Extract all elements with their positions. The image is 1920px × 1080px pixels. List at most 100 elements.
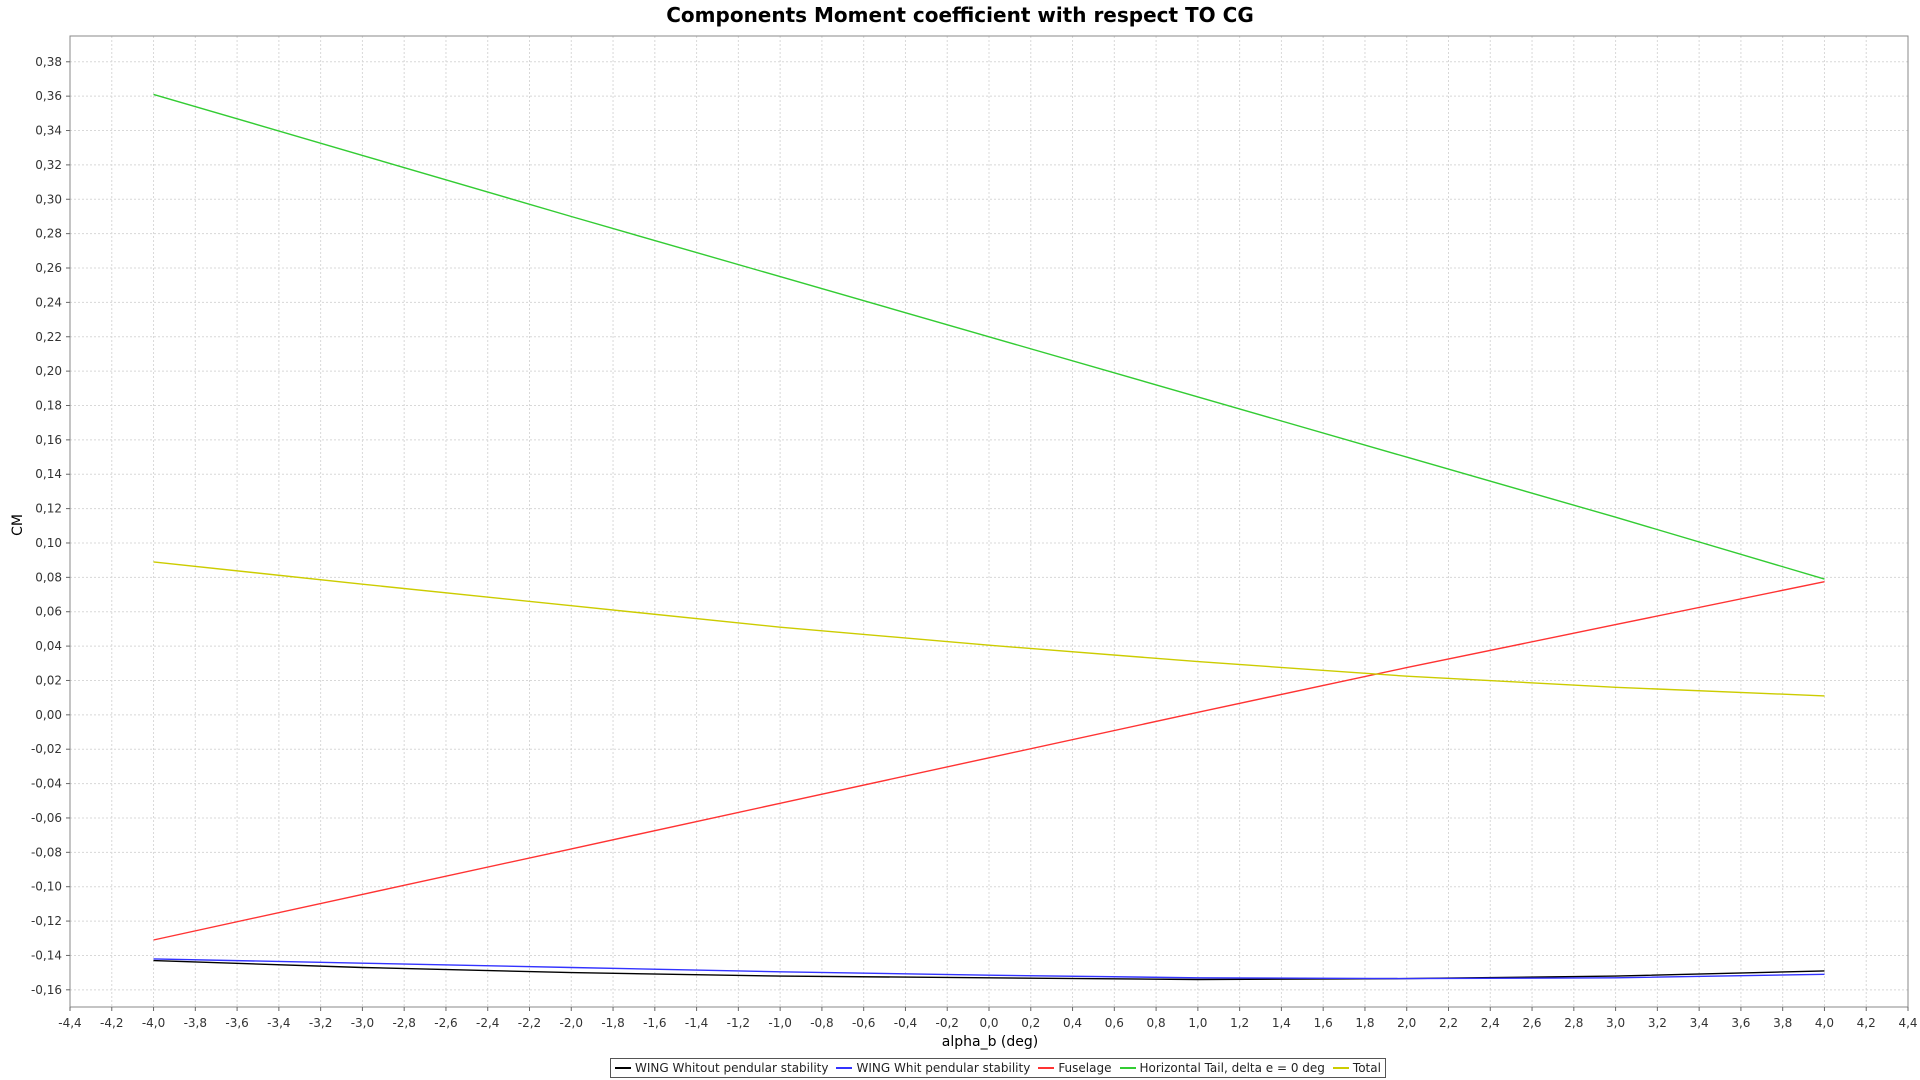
x-tick-label: -0,2 <box>936 1016 959 1030</box>
x-tick-label: -0,4 <box>894 1016 917 1030</box>
x-tick-label: -4,4 <box>58 1016 81 1030</box>
x-tick-label: 1,2 <box>1230 1016 1249 1030</box>
y-tick-label: 0,32 <box>35 158 62 172</box>
grid-lines <box>69 36 1909 1007</box>
y-tick-label: 0,22 <box>35 330 62 344</box>
legend-item: WING Whitout pendular stability <box>615 1061 828 1075</box>
y-tick-label: -0,04 <box>31 777 62 791</box>
x-tick-label: -3,0 <box>351 1016 374 1030</box>
x-tick-label: 0,0 <box>979 1016 998 1030</box>
x-tick-label: -2,2 <box>518 1016 541 1030</box>
x-tick-label: -1,2 <box>727 1016 750 1030</box>
y-tick-label: 0,20 <box>35 364 62 378</box>
y-axis-ticks: -0,16 -0,14 -0,12 -0,10 -0,08 -0,06 -0,04 -0,02… <box>31 55 70 997</box>
series-line-wing-whitout-pendular-stability <box>153 959 1825 981</box>
legend-swatch <box>615 1067 631 1069</box>
x-tick-label: -1,4 <box>685 1016 708 1030</box>
x-tick-label: 0,8 <box>1147 1016 1166 1030</box>
x-tick-label: 4,2 <box>1857 1016 1876 1030</box>
y-tick-label: -0,10 <box>31 880 62 894</box>
x-tick-label: 3,6 <box>1731 1016 1750 1030</box>
y-axis-label: CM <box>10 514 26 536</box>
x-axis-label: alpha_b (deg) <box>942 1034 1038 1050</box>
x-tick-label: -3,4 <box>267 1016 290 1030</box>
x-tick-label: -1,0 <box>768 1016 791 1030</box>
series-line-horizontal-tail-delta-e-0-deg <box>153 93 1825 580</box>
x-tick-label: 1,8 <box>1355 1016 1374 1030</box>
legend-label: WING Whitout pendular stability <box>635 1061 829 1075</box>
legend-swatch <box>1038 1067 1055 1069</box>
legend-swatch <box>1332 1067 1349 1069</box>
x-tick-label: 2,2 <box>1439 1016 1458 1030</box>
x-tick-label: -4,0 <box>142 1016 165 1030</box>
y-tick-label: 0,16 <box>35 433 62 447</box>
y-tick-label: 0,08 <box>35 570 62 584</box>
y-tick-label: 0,10 <box>35 536 62 550</box>
legend-label: WING Whit pendular stability <box>856 1061 1031 1075</box>
x-tick-label: -2,0 <box>560 1016 583 1030</box>
x-tick-label: -2,4 <box>476 1016 499 1030</box>
y-tick-label: -0,06 <box>31 811 62 825</box>
x-tick-label: 2,0 <box>1397 1016 1416 1030</box>
x-tick-label: 0,4 <box>1063 1016 1082 1030</box>
x-tick-label: 3,2 <box>1648 1016 1667 1030</box>
y-tick-label: 0,28 <box>35 227 62 241</box>
legend-item: Fuselage <box>1038 1061 1112 1075</box>
x-axis-ticks: -4,4 -4,2 -4,0 -3,8 -3,6 -3,4 -3,2 -3,0 -2,8 -2,6… <box>58 1007 1918 1030</box>
legend-item: WING Whit pendular stability <box>836 1061 1030 1075</box>
x-tick-label: 4,0 <box>1815 1016 1834 1030</box>
y-tick-label: 0,14 <box>35 467 62 481</box>
x-tick-label: 1,6 <box>1314 1016 1333 1030</box>
x-tick-label: 3,0 <box>1606 1016 1625 1030</box>
x-tick-label: -0,6 <box>852 1016 875 1030</box>
series-line-wing-whit-pendular-stability <box>153 958 1825 980</box>
series-line-fuselage <box>153 581 1825 941</box>
series-line-total <box>153 561 1825 697</box>
x-tick-label: -0,8 <box>810 1016 833 1030</box>
y-tick-label: -0,14 <box>31 948 62 962</box>
y-tick-label: -0,08 <box>31 845 62 859</box>
y-tick-label: -0,16 <box>31 983 62 997</box>
x-tick-label: 1,4 <box>1272 1016 1291 1030</box>
x-tick-label: 4,4 <box>1898 1016 1917 1030</box>
y-tick-label: -0,12 <box>31 914 62 928</box>
legend-swatch <box>836 1067 853 1069</box>
y-tick-label: 0,24 <box>35 295 62 309</box>
y-tick-label: 0,38 <box>35 55 62 69</box>
y-tick-label: 0,06 <box>35 605 62 619</box>
y-tick-label: -0,02 <box>31 742 62 756</box>
x-tick-label: 2,8 <box>1564 1016 1583 1030</box>
legend: WING Whitout pendular stability WING Whit… <box>610 1058 1386 1078</box>
y-tick-label: 0,34 <box>35 124 62 138</box>
y-tick-label: 0,18 <box>35 398 62 412</box>
legend-label: Horizontal Tail, delta e = 0 deg <box>1139 1061 1325 1075</box>
x-tick-label: 2,6 <box>1522 1016 1541 1030</box>
y-tick-label: 0,36 <box>35 89 62 103</box>
x-tick-label: -1,8 <box>601 1016 624 1030</box>
x-tick-label: 3,8 <box>1773 1016 1792 1030</box>
x-tick-label: -2,8 <box>392 1016 415 1030</box>
x-tick-label: 0,2 <box>1021 1016 1040 1030</box>
legend-label: Fuselage <box>1058 1061 1112 1075</box>
x-tick-label: -1,6 <box>643 1016 666 1030</box>
legend-label: Total <box>1352 1061 1381 1075</box>
y-tick-label: 0,02 <box>35 673 62 687</box>
x-tick-label: 3,4 <box>1690 1016 1709 1030</box>
x-tick-label: -3,8 <box>184 1016 207 1030</box>
y-tick-label: 0,12 <box>35 502 62 516</box>
x-tick-label: -3,6 <box>225 1016 248 1030</box>
x-tick-label: -4,2 <box>100 1016 123 1030</box>
legend-item: Total <box>1332 1061 1381 1075</box>
y-tick-label: 0,26 <box>35 261 62 275</box>
y-tick-label: 0,30 <box>35 192 62 206</box>
x-tick-label: 0,6 <box>1105 1016 1124 1030</box>
x-tick-label: 1,0 <box>1188 1016 1207 1030</box>
legend-swatch <box>1119 1067 1136 1069</box>
y-tick-label: 0,00 <box>35 708 62 722</box>
x-tick-label: -2,6 <box>434 1016 457 1030</box>
x-tick-label: -3,2 <box>309 1016 332 1030</box>
x-tick-label: 2,4 <box>1481 1016 1500 1030</box>
legend-item: Horizontal Tail, delta e = 0 deg <box>1119 1061 1325 1075</box>
y-tick-label: 0,04 <box>35 639 62 653</box>
